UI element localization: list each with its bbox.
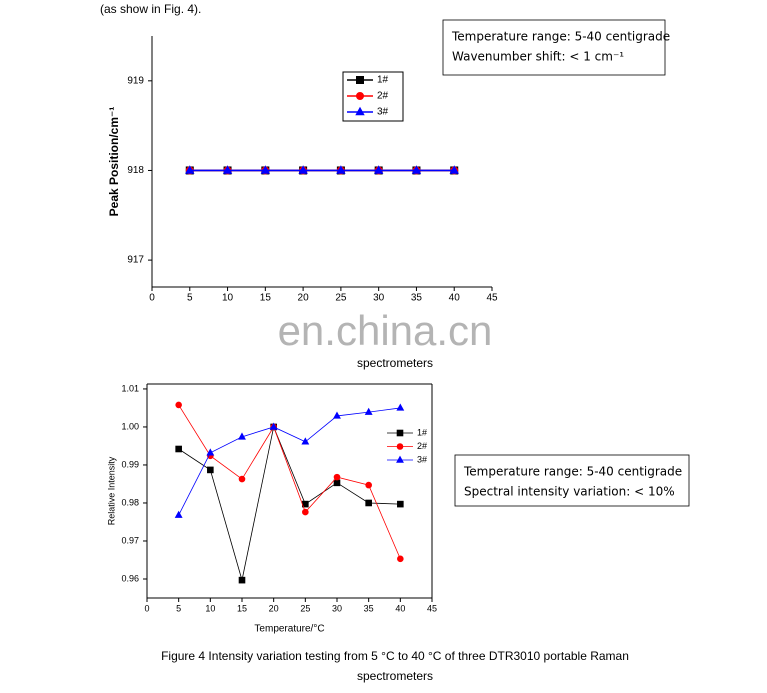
marker bbox=[207, 466, 214, 474]
legend-label: 2# bbox=[377, 91, 389, 102]
marker bbox=[333, 411, 341, 419]
marker bbox=[238, 432, 246, 440]
annotation-text: Temperature range: 5-40 centigrade bbox=[451, 30, 670, 44]
y-tick-label: 0.97 bbox=[121, 535, 139, 545]
x-tick-label: 40 bbox=[395, 603, 405, 613]
marker bbox=[396, 403, 405, 411]
annotation-text: Wavenumber shift: < 1 cm⁻¹ bbox=[452, 50, 624, 64]
x-tick-label: 35 bbox=[411, 293, 423, 304]
x-tick-label: 25 bbox=[300, 603, 310, 613]
series-line bbox=[178, 407, 401, 516]
series bbox=[174, 403, 405, 518]
marker bbox=[411, 165, 422, 174]
x-tick-label: 15 bbox=[260, 293, 272, 304]
caption-text: spectrometers bbox=[357, 356, 433, 370]
caption-text: spectrometers bbox=[357, 669, 433, 683]
x-tick-label: 40 bbox=[449, 293, 461, 304]
legend-label: 1# bbox=[377, 75, 389, 86]
marker bbox=[397, 555, 404, 563]
legend-label: 3# bbox=[417, 454, 427, 464]
x-axis-label: Temperature/°C bbox=[254, 624, 324, 635]
y-tick-label: 1.01 bbox=[121, 383, 139, 393]
series-line bbox=[178, 404, 401, 560]
marker bbox=[397, 500, 404, 508]
x-tick-label: 5 bbox=[187, 293, 193, 304]
y-tick-label: 0.98 bbox=[121, 497, 139, 507]
series bbox=[175, 423, 404, 584]
y-tick-label: 0.99 bbox=[121, 459, 139, 469]
marker bbox=[260, 165, 271, 174]
marker bbox=[364, 407, 373, 415]
marker bbox=[365, 499, 372, 507]
marker bbox=[302, 508, 309, 516]
intro-text: (as show in Fig. 4). bbox=[100, 2, 201, 16]
marker bbox=[174, 510, 183, 518]
series bbox=[185, 165, 459, 174]
x-tick-label: 0 bbox=[149, 293, 155, 304]
marker bbox=[185, 165, 195, 174]
marker bbox=[365, 481, 372, 489]
marker bbox=[396, 429, 404, 437]
y-tick-label: 919 bbox=[127, 75, 144, 86]
y-tick-label: 0.96 bbox=[121, 573, 139, 583]
x-tick-label: 25 bbox=[335, 293, 347, 304]
x-tick-label: 10 bbox=[205, 603, 215, 613]
series bbox=[175, 401, 404, 563]
x-tick-label: 5 bbox=[176, 603, 181, 613]
marker bbox=[396, 455, 404, 463]
annotation-box bbox=[454, 454, 690, 507]
y-tick-label: 1.00 bbox=[121, 421, 139, 431]
series-line bbox=[178, 425, 401, 581]
marker bbox=[336, 165, 346, 174]
x-tick-label: 35 bbox=[364, 603, 374, 613]
x-tick-label: 30 bbox=[373, 293, 385, 304]
marker bbox=[333, 473, 341, 481]
marker bbox=[449, 165, 459, 174]
marker bbox=[238, 576, 246, 584]
y-axis-label: Peak Position/cm⁻¹ bbox=[107, 107, 121, 217]
marker bbox=[301, 437, 310, 445]
marker bbox=[206, 448, 215, 456]
annotation-text: Temperature range: 5-40 centigrade bbox=[463, 465, 682, 479]
marker bbox=[298, 165, 308, 174]
marker bbox=[175, 445, 182, 453]
y-axis-label: Relative Intensity bbox=[106, 456, 116, 525]
legend-label: 1# bbox=[417, 427, 427, 437]
x-tick-label: 15 bbox=[237, 603, 247, 613]
marker bbox=[355, 106, 365, 116]
legend-label: 2# bbox=[417, 441, 427, 451]
x-tick-label: 30 bbox=[332, 603, 342, 613]
marker bbox=[269, 422, 278, 430]
marker bbox=[356, 76, 364, 84]
x-tick-label: 20 bbox=[269, 603, 279, 613]
x-tick-label: 10 bbox=[222, 293, 234, 304]
y-tick-label: 917 bbox=[127, 255, 144, 266]
marker bbox=[396, 443, 404, 450]
marker bbox=[175, 401, 182, 409]
legend-label: 3# bbox=[377, 107, 389, 118]
marker bbox=[356, 92, 364, 100]
x-tick-label: 45 bbox=[427, 603, 437, 613]
x-tick-label: 20 bbox=[298, 293, 310, 304]
marker bbox=[222, 165, 233, 174]
watermark: en.china.cn bbox=[278, 307, 493, 354]
caption-text: Figure 4 Intensity variation testing fro… bbox=[161, 649, 629, 663]
marker bbox=[238, 475, 246, 483]
annotation-box bbox=[442, 19, 666, 76]
marker bbox=[373, 165, 384, 174]
x-tick-label: 0 bbox=[144, 603, 149, 613]
x-tick-label: 45 bbox=[486, 293, 498, 304]
marker bbox=[333, 479, 341, 487]
annotation-text: Spectral intensity variation: < 10% bbox=[464, 485, 675, 499]
y-tick-label: 918 bbox=[127, 165, 144, 176]
